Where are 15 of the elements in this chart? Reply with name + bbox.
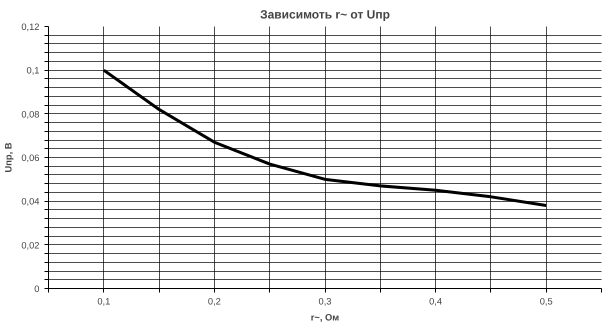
x-tick-label: 0,5 (540, 296, 553, 306)
y-tick-label: 0,08 (21, 109, 40, 120)
y-tick-label: 0,1 (26, 66, 40, 76)
y-tick-label: 0 (34, 284, 40, 294)
x-tick-label: 0,4 (429, 296, 442, 306)
y-tick-label: 0,02 (21, 240, 40, 250)
y-tick-label: 0,04 (21, 196, 40, 207)
x-tick-label: 0,2 (208, 296, 221, 306)
x-tick-label: 0,3 (318, 296, 332, 306)
x-tick-label: 0,1 (97, 296, 110, 306)
y-tick-label: 0,06 (21, 153, 40, 163)
x-axis-title: r~, Ом (310, 312, 340, 322)
chart-title: Зависимоть r~ от Uпр (260, 8, 390, 22)
y-tick-label: 0,12 (21, 22, 40, 32)
y-axis-title: Uпр, В (3, 142, 14, 172)
